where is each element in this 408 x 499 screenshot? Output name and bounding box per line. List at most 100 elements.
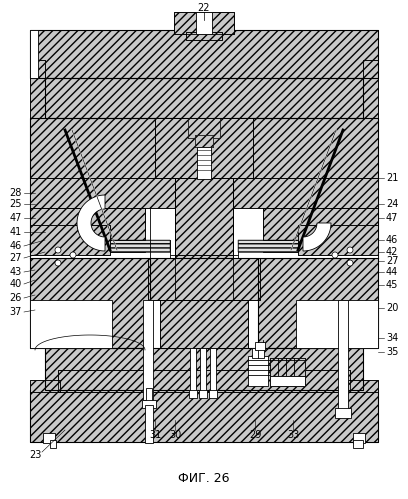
Bar <box>30 60 45 78</box>
Bar <box>30 178 175 258</box>
Bar <box>200 348 206 393</box>
Bar <box>270 376 305 386</box>
Bar <box>30 118 175 258</box>
Bar <box>233 178 378 208</box>
Bar <box>210 348 216 393</box>
Text: 46: 46 <box>10 241 22 251</box>
Bar <box>233 178 378 258</box>
Bar <box>175 178 233 258</box>
Bar <box>255 342 265 350</box>
Bar <box>155 118 253 178</box>
Bar <box>233 178 378 208</box>
Bar <box>363 60 378 78</box>
Bar <box>263 208 378 258</box>
Bar <box>146 388 152 403</box>
Circle shape <box>347 247 353 253</box>
Bar <box>142 400 156 408</box>
Bar <box>238 240 378 252</box>
Bar <box>195 135 213 147</box>
Bar <box>363 78 378 118</box>
Bar <box>233 118 378 258</box>
Bar <box>270 358 305 376</box>
Bar <box>298 225 378 255</box>
Bar <box>353 440 363 448</box>
Bar <box>45 348 363 390</box>
Bar <box>233 118 378 258</box>
Bar <box>270 358 305 376</box>
Text: 27: 27 <box>386 256 399 266</box>
Text: 43: 43 <box>10 267 22 277</box>
Bar <box>174 12 234 34</box>
Bar <box>353 433 365 443</box>
Bar <box>186 32 222 40</box>
Text: 34: 34 <box>386 333 398 343</box>
Bar <box>188 118 220 138</box>
Bar <box>30 78 45 118</box>
Bar <box>30 240 170 252</box>
Bar <box>58 370 350 392</box>
Text: 45: 45 <box>386 280 398 290</box>
Bar <box>252 348 264 358</box>
Bar <box>209 390 217 398</box>
Bar <box>30 380 60 392</box>
Text: 25: 25 <box>9 199 22 209</box>
Bar <box>197 147 211 179</box>
Text: 47: 47 <box>386 213 398 223</box>
Bar <box>45 348 363 390</box>
Bar <box>348 380 378 392</box>
Text: 35: 35 <box>386 347 398 357</box>
Bar <box>238 240 378 258</box>
Bar <box>30 390 378 442</box>
Bar <box>30 78 45 118</box>
Polygon shape <box>303 223 331 251</box>
Bar <box>30 208 145 258</box>
Bar <box>363 78 378 118</box>
Text: 22: 22 <box>198 3 210 13</box>
Text: 33: 33 <box>287 430 299 440</box>
Bar <box>258 258 378 348</box>
Text: 41: 41 <box>10 227 22 237</box>
Bar <box>348 380 378 392</box>
Text: 46: 46 <box>386 235 398 245</box>
Text: 37: 37 <box>10 307 22 317</box>
Bar <box>43 433 55 443</box>
Bar <box>258 258 378 348</box>
Bar <box>298 225 378 255</box>
Circle shape <box>55 260 61 266</box>
Bar <box>145 405 153 443</box>
Bar <box>263 208 378 258</box>
Bar <box>248 356 268 386</box>
Bar <box>270 358 305 386</box>
Circle shape <box>55 247 61 253</box>
Text: 42: 42 <box>386 247 398 257</box>
Bar <box>186 32 222 40</box>
Bar <box>30 380 60 392</box>
Text: 27: 27 <box>9 253 22 263</box>
Bar <box>30 258 150 348</box>
Bar <box>195 135 213 147</box>
Bar <box>30 30 378 78</box>
Bar <box>160 300 248 348</box>
Bar <box>30 225 110 255</box>
Bar <box>50 440 56 448</box>
Polygon shape <box>77 195 105 251</box>
Text: 31: 31 <box>149 430 161 440</box>
Text: 29: 29 <box>249 430 261 440</box>
Text: 47: 47 <box>10 213 22 223</box>
Bar <box>30 258 150 348</box>
Circle shape <box>332 252 338 258</box>
Text: 28: 28 <box>10 188 22 198</box>
Bar <box>160 300 248 348</box>
Text: 23: 23 <box>29 450 41 460</box>
Bar <box>174 12 234 34</box>
Bar <box>30 240 170 258</box>
Text: 24: 24 <box>386 199 398 209</box>
Bar <box>30 178 175 208</box>
Text: 20: 20 <box>386 303 398 313</box>
Bar <box>30 300 112 348</box>
Bar <box>30 118 175 258</box>
Bar <box>296 300 378 348</box>
Bar <box>30 30 38 78</box>
Circle shape <box>347 260 353 266</box>
Text: 26: 26 <box>10 293 22 303</box>
